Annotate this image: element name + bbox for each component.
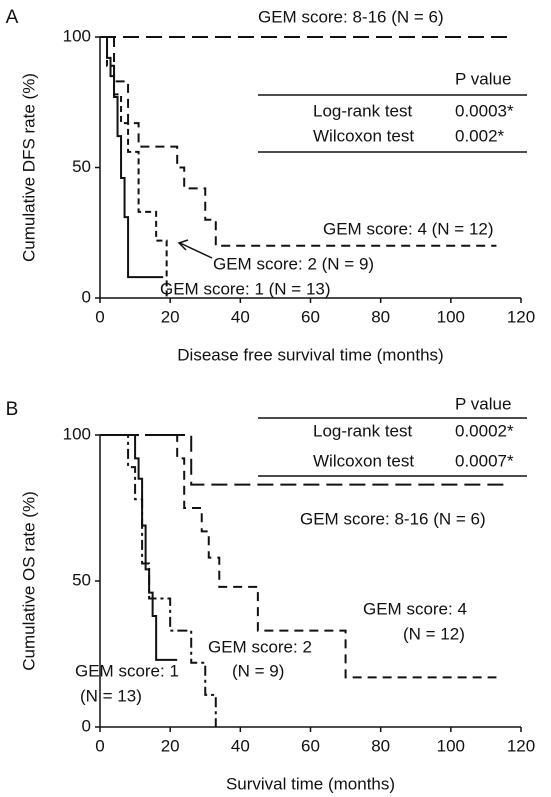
series-label: GEM score: 4 (N = 12)	[323, 219, 494, 238]
test-name: Log-rank test	[313, 101, 412, 120]
test-name: Wilcoxon test	[313, 126, 414, 145]
survival-curve	[100, 36, 497, 247]
annotation: (N = 9)	[232, 661, 284, 680]
survival-curve	[100, 434, 178, 661]
table-header: P value	[455, 69, 511, 88]
y-tick-label: 100	[63, 26, 91, 45]
p-value: 0.0002*	[455, 421, 514, 440]
p-value: 0.002*	[455, 126, 505, 145]
panel-label: B	[6, 399, 19, 420]
x-tick-label: 20	[161, 307, 180, 326]
x-tick-label: 20	[161, 736, 180, 755]
survival-curve	[100, 36, 164, 279]
test-name: Wilcoxon test	[313, 451, 414, 470]
x-tick-label: 0	[95, 736, 104, 755]
survival-curve	[100, 434, 217, 727]
x-tick-label: 80	[371, 736, 390, 755]
panel-label: A	[6, 7, 19, 28]
x-tick-label: 60	[301, 736, 320, 755]
axis-line	[99, 435, 521, 728]
x-tick-label: 40	[231, 736, 250, 755]
arrow	[177, 239, 213, 259]
annotation: GEM score: 1	[75, 661, 179, 680]
y-tick-label: 0	[82, 716, 91, 735]
y-tick-label: 50	[72, 157, 91, 176]
y-axis-title: Cumulative OS rate (%)	[19, 491, 38, 671]
x-tick-label: 120	[507, 307, 535, 326]
survival-curve	[100, 36, 168, 298]
series-label: GEM score: 8-16 (N = 6)	[258, 7, 444, 26]
y-axis-title: Cumulative DFS rate (%)	[19, 73, 38, 262]
test-name: Log-rank test	[313, 421, 412, 440]
annotation: GEM score: 2	[208, 637, 312, 656]
x-tick-label: 40	[231, 307, 250, 326]
x-axis-title: Disease free survival time (months)	[177, 345, 443, 364]
annotation: GEM score: 4	[363, 599, 467, 618]
y-tick-label: 50	[72, 570, 91, 589]
x-axis-title: Survival time (months)	[226, 774, 395, 793]
p-value: 0.0007*	[455, 451, 514, 470]
y-tick-label: 0	[82, 287, 91, 306]
x-tick-label: 100	[437, 307, 465, 326]
x-tick-label: 80	[371, 307, 390, 326]
series-label: GEM score: 2 (N = 9)	[213, 254, 374, 273]
x-tick-label: 120	[507, 736, 535, 755]
series-label: GEM score: 1 (N = 13)	[160, 279, 331, 298]
annotation: GEM score: 8-16 (N = 6)	[300, 509, 486, 528]
annotation: (N = 12)	[403, 624, 465, 643]
survival-curve	[100, 434, 504, 486]
x-tick-label: 100	[437, 736, 465, 755]
survival-curve	[100, 434, 497, 679]
y-tick-label: 100	[63, 424, 91, 443]
p-value: 0.0003*	[455, 101, 514, 120]
x-tick-label: 60	[301, 307, 320, 326]
x-tick-label: 0	[95, 307, 104, 326]
table-header: P value	[455, 394, 511, 413]
annotation: (N = 13)	[80, 686, 142, 705]
